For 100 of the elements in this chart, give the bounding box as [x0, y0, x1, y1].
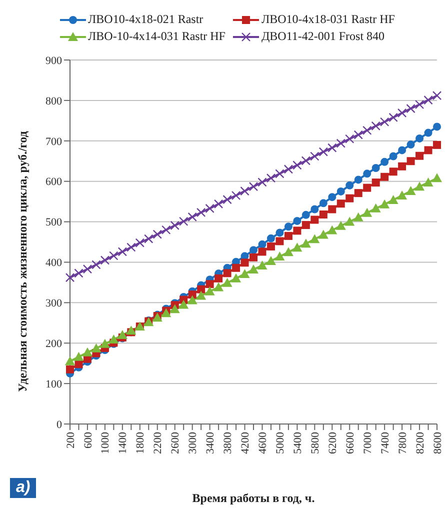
legend-label: ЛВО10-4x18-021 Rastr — [88, 12, 204, 27]
x-tick-label: 3400 — [204, 432, 217, 454]
point — [250, 246, 258, 254]
x-tick-label: 2600 — [170, 432, 182, 454]
y-tick-label: 500 — [46, 216, 62, 229]
x-tick-label: 5800 — [309, 432, 322, 454]
point — [248, 182, 258, 192]
point — [214, 282, 224, 292]
point — [126, 326, 136, 335]
point — [100, 338, 110, 348]
y-tick-label: 800 — [46, 95, 62, 108]
point — [380, 199, 390, 208]
point — [302, 210, 310, 219]
point — [406, 186, 416, 196]
point — [310, 216, 319, 224]
point — [397, 108, 407, 118]
point — [318, 230, 328, 239]
y-tick-label: 900 — [46, 54, 62, 67]
point — [266, 234, 275, 242]
point — [354, 130, 363, 140]
point — [380, 117, 390, 126]
point — [319, 210, 328, 218]
point — [223, 269, 232, 278]
point — [258, 178, 267, 187]
point — [362, 208, 372, 217]
point — [388, 112, 398, 122]
point — [372, 164, 380, 172]
point — [196, 290, 206, 300]
x-tick-label: 1800 — [134, 432, 147, 454]
point — [414, 100, 424, 110]
point — [345, 134, 354, 144]
point — [231, 273, 242, 282]
point — [188, 290, 196, 299]
point — [284, 232, 292, 240]
point — [370, 203, 381, 212]
x-tick-label: 6600 — [344, 432, 356, 454]
x-tick-label: 7800 — [396, 432, 409, 454]
y-tick-label: 0 — [56, 418, 62, 431]
point — [362, 126, 372, 135]
point — [424, 95, 433, 105]
point — [424, 146, 432, 154]
point — [319, 199, 328, 208]
point — [346, 194, 354, 202]
point — [283, 247, 294, 256]
point — [100, 256, 110, 265]
point — [389, 168, 398, 176]
point — [310, 205, 319, 214]
point — [284, 164, 294, 174]
point — [328, 205, 336, 214]
point — [275, 169, 284, 178]
point — [109, 251, 118, 260]
point — [162, 225, 171, 234]
point — [240, 186, 250, 196]
point — [231, 190, 241, 200]
point — [293, 226, 302, 235]
y-axis-title: Удельная стоимость жизненного цикла, руб./год — [15, 131, 30, 392]
point — [240, 268, 250, 278]
text: a) — [10, 478, 36, 498]
x-tick-label: 3800 — [222, 432, 234, 454]
point — [178, 300, 189, 309]
point — [327, 225, 338, 234]
point — [432, 173, 442, 182]
x-tick-label: 4200 — [240, 432, 252, 454]
point — [108, 334, 119, 344]
point — [65, 272, 75, 282]
point — [118, 247, 128, 256]
point — [266, 242, 275, 250]
point — [276, 228, 284, 237]
point — [258, 240, 266, 248]
point — [398, 146, 406, 154]
point — [266, 256, 276, 266]
point — [363, 184, 372, 192]
x-tick-label: 8200 — [414, 432, 426, 454]
point — [406, 140, 415, 149]
x-tick-label: 2200 — [152, 432, 164, 454]
point — [293, 216, 302, 225]
y-tick-label: 300 — [46, 298, 62, 310]
point — [300, 238, 311, 248]
x-tick-label: 8600 — [432, 432, 444, 454]
y-tick-label: 100 — [46, 378, 62, 390]
point — [204, 286, 215, 296]
point — [302, 221, 310, 230]
x-axis-title: Время работы в год, ч. — [192, 491, 315, 505]
x-tick-label: 5000 — [274, 432, 287, 454]
point — [222, 278, 232, 287]
point — [126, 242, 136, 252]
point — [328, 143, 337, 152]
point — [292, 160, 302, 170]
point — [250, 253, 258, 262]
point — [82, 347, 92, 356]
point — [336, 220, 346, 230]
point — [397, 190, 408, 200]
x-tick-label: 7000 — [362, 432, 374, 454]
point — [406, 104, 416, 114]
point — [74, 268, 84, 278]
point — [152, 230, 162, 239]
point — [406, 157, 415, 166]
point — [257, 260, 268, 270]
point — [433, 140, 441, 149]
point — [380, 158, 389, 166]
